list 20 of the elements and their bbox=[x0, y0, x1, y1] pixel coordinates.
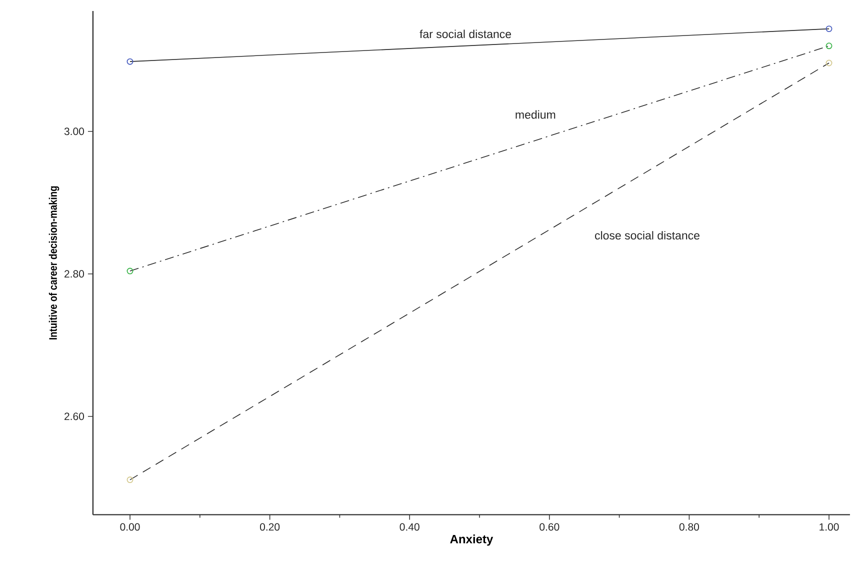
point bbox=[126, 58, 134, 65]
text: close social distance bbox=[595, 231, 700, 240]
point bbox=[126, 476, 134, 484]
point bbox=[826, 42, 832, 50]
y-tick-label: 2.60 bbox=[64, 412, 84, 420]
x-tick-label: 0.00 bbox=[120, 523, 140, 531]
series-label: medium bbox=[516, 110, 556, 119]
point bbox=[826, 60, 832, 66]
y-tick-label: 2.80 bbox=[64, 270, 84, 278]
x-axis-title: Anxiety bbox=[450, 534, 494, 546]
point bbox=[126, 268, 134, 274]
x-tick-label: 0.60 bbox=[540, 523, 560, 531]
x-tick-label: 1.00 bbox=[820, 523, 839, 531]
series-label: far social distance bbox=[420, 30, 512, 38]
y-tick-label: 3.00 bbox=[64, 128, 84, 136]
x-tick-label: 0.20 bbox=[260, 523, 280, 531]
point bbox=[826, 26, 832, 32]
x-tick-label: 0.40 bbox=[400, 523, 420, 531]
x-tick-label: 0.80 bbox=[679, 523, 700, 531]
y-axis-title: Intuitive of career decision-making bbox=[48, 186, 60, 340]
